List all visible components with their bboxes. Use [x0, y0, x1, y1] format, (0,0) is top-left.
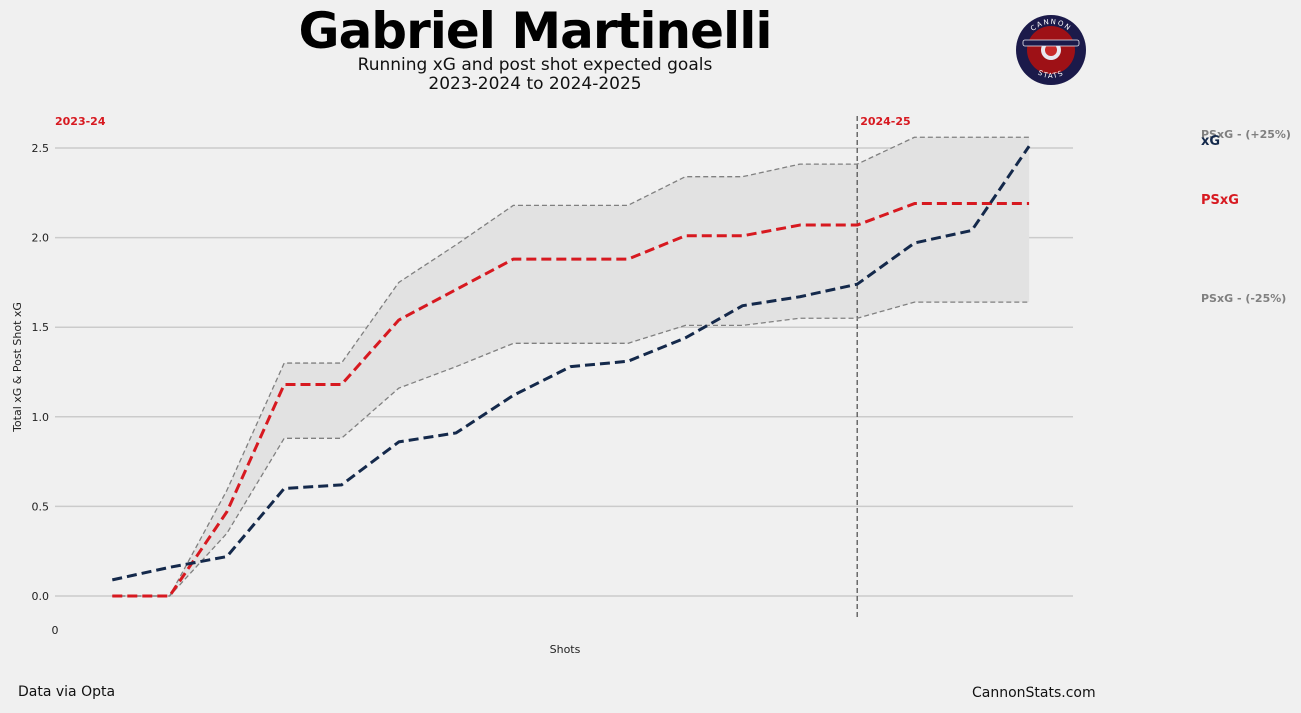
psxg-upper-line — [112, 136, 1030, 597]
legend-psxg: PSxG — [1201, 193, 1239, 208]
chart-subtitle-line1: Running xG and post shot expected goals — [357, 55, 713, 75]
season-label: 2023-24 — [55, 115, 106, 128]
x-tick-label: 0 — [52, 624, 59, 637]
y-tick-label: 1.0 — [32, 411, 50, 424]
footer-source: Data via Opta — [18, 684, 116, 700]
chart-title: Gabriel Martinelli — [298, 2, 773, 60]
logo-bottom-text: STATS — [1036, 69, 1064, 81]
x-axis-label: Shots — [550, 643, 581, 656]
y-axis-label: Total xG & Post Shot xG — [11, 302, 24, 433]
cannon-stats-logo: CANNON STATS — [1016, 15, 1086, 85]
footer-site: CannonStats.com — [972, 685, 1096, 701]
season-label: 2024-25 — [860, 115, 911, 128]
legend-xg: xG — [1201, 134, 1220, 149]
legend-psxg-upper: PSxG - (+25%) — [1201, 128, 1291, 141]
y-tick-label: 2.5 — [32, 142, 50, 155]
chart-subtitle-line2: 2023-2024 to 2024-2025 — [428, 74, 642, 94]
svg-text:STATS: STATS — [1036, 69, 1065, 81]
y-tick-label: 0.0 — [32, 590, 50, 603]
psxg-lower-line — [112, 301, 1030, 597]
y-tick-label: 0.5 — [32, 500, 50, 513]
y-tick-label: 2.0 — [32, 232, 50, 245]
y-tick-label: 1.5 — [32, 321, 50, 334]
psxg-range-band — [112, 137, 1030, 597]
xg-line — [111, 145, 1031, 582]
legend-psxg-lower: PSxG - (-25%) — [1201, 292, 1286, 305]
